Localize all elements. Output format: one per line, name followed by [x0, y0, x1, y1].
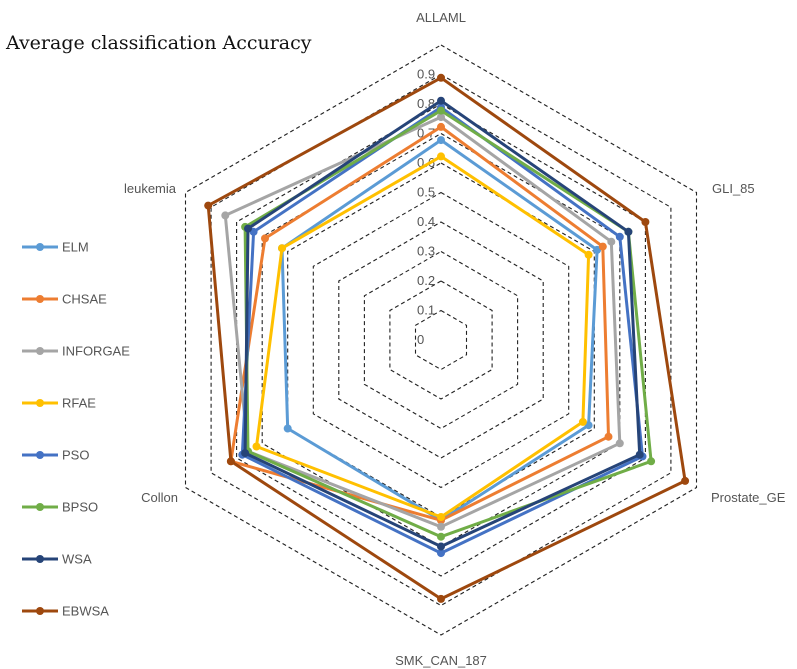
data-point [437, 73, 445, 82]
data-point [261, 234, 269, 243]
grid-ring [338, 221, 544, 459]
tick-labels: 00.10.20.30.40.50.60.70.80.9 [417, 67, 435, 348]
legend-swatch-marker [36, 451, 44, 459]
legend-label: INFORGAE [62, 344, 130, 359]
data-point [244, 224, 252, 233]
legend-label: PSO [62, 448, 89, 463]
grid-ring [414, 309, 468, 371]
legend-swatch-marker [36, 347, 44, 355]
axis-label: ALLAML [416, 10, 466, 25]
series-group [241, 96, 644, 551]
data-point [437, 542, 445, 551]
data-point [578, 417, 587, 426]
data-point [437, 549, 445, 558]
data-point [437, 532, 445, 541]
legend-label: ELM [62, 240, 89, 255]
legend-item: EBWSA [22, 604, 109, 619]
axis-labels: ALLAML GLI_85 Prostate_GE SMK_CAN_187 Collon… [124, 10, 786, 668]
data-point [278, 244, 286, 253]
legend-item: BPSO [22, 500, 98, 515]
legend-label: WSA [62, 552, 92, 567]
data-point [437, 122, 445, 131]
tick-label: 0.5 [417, 185, 435, 200]
data-point [437, 106, 445, 115]
legend-swatch-marker [36, 243, 44, 251]
legend-label: CHSAE [62, 292, 107, 307]
series-group [204, 73, 690, 603]
legend-item: INFORGAE [22, 344, 130, 359]
tick-label: 0.4 [417, 214, 435, 229]
axis-label: leukemia [124, 181, 177, 196]
series-line [243, 99, 642, 548]
axis-label: GLI_85 [712, 181, 755, 196]
legend-label: BPSO [62, 500, 98, 515]
data-point [624, 227, 633, 236]
data-point [226, 457, 235, 466]
grid-ring [389, 280, 493, 400]
tick-label: 0.3 [417, 244, 435, 259]
grid-ring [184, 44, 698, 636]
data-point [252, 442, 261, 451]
data-point [641, 218, 650, 226]
legend-item: RFAE [22, 396, 96, 411]
data-point [604, 432, 613, 441]
grid-ring [363, 250, 519, 430]
legend-swatch-marker [36, 607, 44, 615]
legend-label: RFAE [62, 396, 96, 411]
data-point [598, 242, 607, 251]
series-group [221, 113, 624, 531]
tick-label: 0.9 [417, 67, 435, 82]
data-point [635, 450, 644, 459]
data-point [607, 237, 616, 246]
tick-label: 0.1 [417, 303, 435, 318]
data-point [647, 457, 656, 466]
data-point [437, 96, 445, 105]
legend-item: CHSAE [22, 292, 107, 307]
data-point [584, 250, 593, 259]
data-point [437, 152, 445, 161]
data-point [615, 232, 624, 241]
data-point [204, 201, 213, 210]
tick-label: 0.8 [417, 96, 435, 111]
series-group [252, 152, 593, 521]
legend: ELM CHSAE INFORGAE RFAE PSO BPSO WSA EBWSA [22, 240, 130, 619]
legend-swatch-marker [36, 503, 44, 511]
grid-ring [236, 103, 646, 577]
data-point [241, 449, 250, 458]
legend-item: WSA [22, 552, 92, 567]
series-layer [204, 73, 690, 603]
data-point [681, 476, 690, 485]
data-point [437, 136, 445, 145]
data-point [437, 513, 445, 521]
data-point [221, 211, 230, 220]
axis-label: SMK_CAN_187 [395, 653, 487, 668]
legend-swatch-marker [36, 555, 44, 563]
data-point [437, 113, 445, 122]
legend-swatch-marker [36, 399, 44, 407]
legend-item: PSO [22, 448, 89, 463]
data-point [615, 439, 624, 448]
legend-label: EBWSA [62, 604, 109, 619]
tick-label: 0 [417, 332, 424, 347]
axis-label: Collon [141, 490, 178, 505]
series-line [206, 76, 687, 601]
grid-ring [312, 191, 570, 489]
legend-item: ELM [22, 240, 89, 255]
tick-label: 0.7 [417, 126, 435, 141]
legend-swatch-marker [36, 295, 44, 303]
data-point [437, 522, 445, 531]
data-point [283, 424, 292, 433]
tick-label: 0.2 [417, 273, 435, 288]
axis-label: Prostate_GE [711, 490, 786, 505]
data-point [437, 594, 445, 603]
chart-title: Average classification Accuracy [6, 32, 312, 54]
